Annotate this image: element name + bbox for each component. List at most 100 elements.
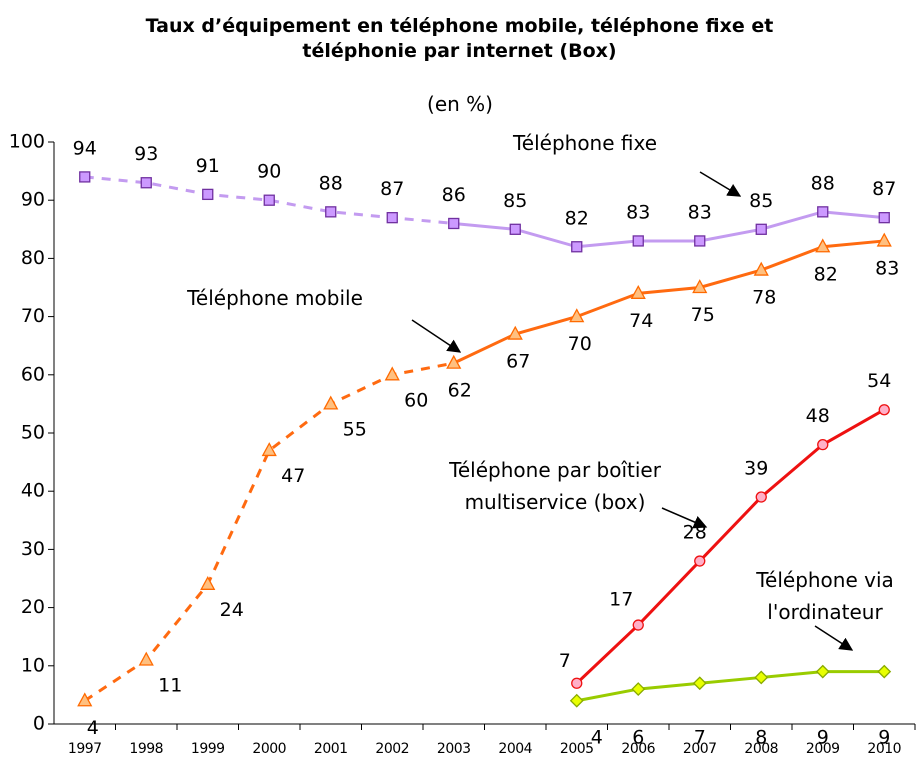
y-tick-label: 20: [21, 596, 45, 618]
data-label: 39: [744, 458, 768, 480]
marker: [692, 279, 708, 294]
data-label: 62: [448, 380, 472, 402]
x-tick-label: 1998: [129, 741, 163, 757]
data-label: 91: [196, 155, 220, 177]
marker: [569, 693, 584, 708]
series-line: [453, 239, 885, 365]
marker: [384, 366, 400, 381]
x-tick-label: 2010: [867, 741, 901, 757]
marker: [878, 212, 890, 224]
data-label: 88: [319, 172, 343, 194]
data-label: 9: [878, 727, 890, 749]
data-label: 7: [559, 650, 571, 672]
data-label: 94: [73, 137, 97, 159]
marker: [878, 404, 890, 416]
marker: [631, 682, 646, 696]
data-label: 90: [257, 161, 281, 183]
arrow: [814, 625, 854, 651]
x-tick-label: 2003: [437, 741, 471, 757]
marker: [386, 212, 398, 224]
x-tick-label: 2009: [806, 741, 840, 757]
data-label: 9: [817, 727, 829, 749]
marker: [815, 664, 830, 679]
marker: [325, 206, 337, 218]
x-tick-label: 2004: [498, 741, 532, 757]
x-tick-label: 2005: [560, 741, 594, 757]
y-tick-label: 50: [21, 422, 45, 444]
data-label: 75: [691, 304, 715, 326]
x-tick-label: 2006: [621, 741, 655, 757]
x-tick-label: 2000: [252, 741, 286, 757]
data-label: 85: [749, 190, 773, 212]
marker: [694, 235, 706, 247]
series-label: Téléphone mobile: [187, 286, 363, 310]
series-label: Téléphone par boîtier multiservice (box): [449, 458, 661, 514]
series-line: [83, 361, 455, 702]
marker: [755, 491, 767, 503]
x-tick-label: 1999: [191, 741, 225, 757]
data-label: 83: [626, 201, 650, 223]
data-label: 17: [609, 589, 633, 611]
series-line: [575, 408, 885, 685]
data-label: 67: [506, 351, 530, 373]
data-label: 86: [442, 184, 466, 206]
y-tick-label: 0: [33, 713, 45, 735]
data-label: 87: [872, 178, 896, 200]
marker: [692, 676, 707, 691]
data-label: 11: [158, 674, 182, 696]
marker: [202, 188, 214, 201]
marker: [448, 217, 460, 230]
marker: [509, 223, 521, 235]
marker: [817, 438, 829, 451]
data-label: 88: [811, 172, 835, 194]
y-tick-label: 70: [21, 305, 45, 327]
series-label: Téléphone via l'ordinateur: [756, 568, 894, 624]
data-label: 4: [87, 717, 99, 739]
arrow: [411, 319, 462, 353]
data-label: 85: [503, 190, 527, 212]
data-label: 4: [591, 727, 603, 749]
data-label: 6: [632, 727, 644, 749]
marker: [507, 325, 523, 340]
data-label: 83: [688, 201, 712, 223]
data-label: 82: [814, 263, 838, 285]
arrow: [661, 507, 708, 529]
chart-title: Taux d’équipement en téléphone mobile, t…: [145, 15, 774, 62]
marker: [77, 692, 93, 707]
marker: [815, 238, 831, 253]
x-tick-label: 1997: [68, 741, 102, 757]
data-label: 87: [380, 178, 404, 200]
data-label: 47: [281, 465, 305, 487]
y-tick-label: 100: [9, 131, 45, 153]
marker: [140, 177, 152, 189]
marker: [569, 308, 585, 323]
marker: [755, 223, 767, 235]
marker: [694, 555, 706, 567]
marker: [632, 235, 644, 247]
marker: [877, 664, 892, 679]
marker: [446, 354, 462, 369]
y-tick-label: 10: [21, 654, 45, 676]
data-label: 54: [867, 370, 891, 392]
data-label: 24: [220, 599, 244, 621]
data-label: 74: [629, 310, 653, 332]
data-label: 70: [568, 333, 592, 355]
data-label: 83: [875, 257, 899, 279]
marker: [571, 677, 583, 689]
x-tick-label: 2001: [314, 741, 348, 757]
data-label: 55: [343, 418, 367, 440]
marker: [571, 241, 583, 253]
marker: [323, 395, 339, 410]
x-tick-label: 2007: [683, 741, 717, 757]
series-label: Téléphone fixe: [512, 131, 658, 155]
marker: [263, 194, 275, 206]
y-tick-label: 30: [21, 538, 45, 560]
y-tick-label: 90: [21, 189, 45, 211]
x-tick-label: 2002: [375, 741, 409, 757]
data-label: 8: [755, 727, 767, 749]
marker: [79, 171, 91, 183]
marker: [753, 261, 769, 276]
marker: [200, 575, 216, 590]
